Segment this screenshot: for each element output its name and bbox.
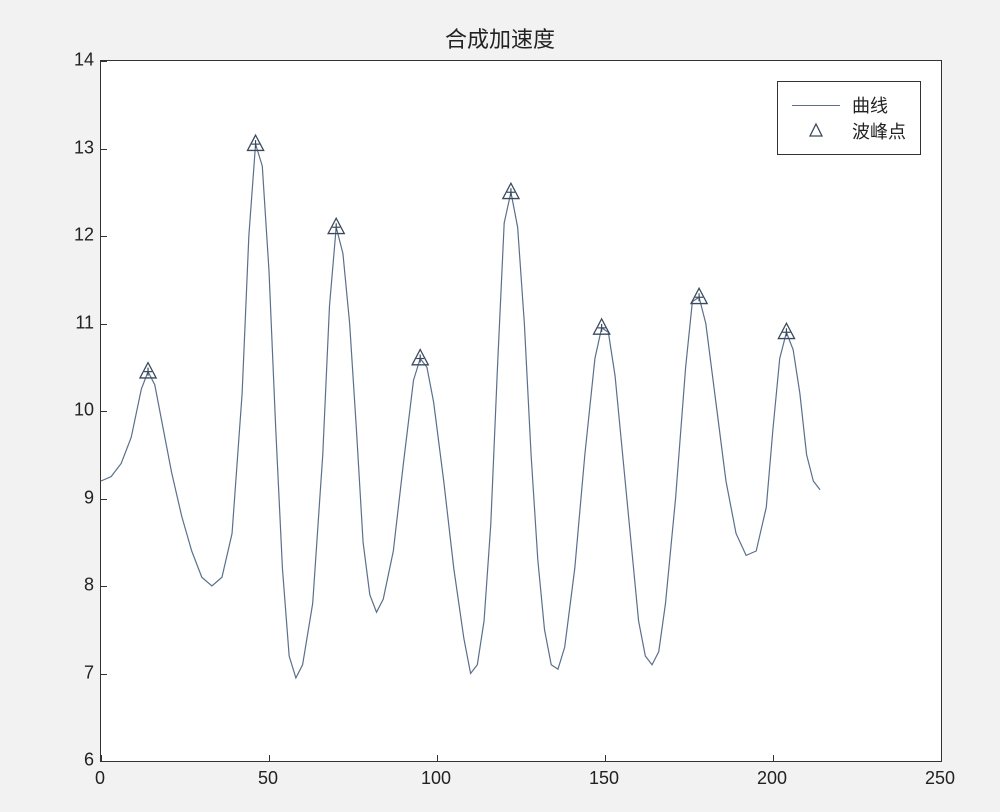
curve-line [101, 144, 820, 678]
x-tick-label: 50 [238, 768, 298, 789]
peak-marker [140, 363, 156, 378]
x-tick-label: 0 [70, 768, 130, 789]
chart-title: 合成加速度 [0, 22, 1000, 54]
chart-svg [101, 61, 941, 761]
y-tick-label: 12 [34, 225, 94, 246]
legend-line-icon [792, 105, 840, 106]
x-tick-label: 100 [406, 768, 466, 789]
y-tick-label: 9 [34, 487, 94, 508]
legend-marker-icon [792, 121, 840, 141]
y-tick-label: 8 [34, 575, 94, 596]
x-tick-label: 150 [574, 768, 634, 789]
y-tick-label: 11 [34, 312, 94, 333]
legend: 曲线 波峰点 [777, 81, 921, 155]
peak-marker [412, 350, 428, 365]
y-tick-label: 14 [34, 50, 94, 71]
legend-label-line: 曲线 [852, 92, 888, 118]
peak-marker [778, 323, 794, 338]
legend-label-marker: 波峰点 [852, 118, 906, 144]
peak-marker [503, 183, 519, 198]
y-tick-label: 7 [34, 662, 94, 683]
legend-row-marker: 波峰点 [792, 118, 906, 144]
y-tick-label: 13 [34, 137, 94, 158]
x-tick-label: 200 [742, 768, 802, 789]
x-tick-label: 250 [910, 768, 970, 789]
figure-container: 合成加速度 曲线 波峰点 678910111213140501001502002… [0, 0, 1000, 812]
y-tick-label: 10 [34, 400, 94, 421]
legend-row-line: 曲线 [792, 92, 906, 118]
plot-area: 曲线 波峰点 [100, 60, 942, 762]
